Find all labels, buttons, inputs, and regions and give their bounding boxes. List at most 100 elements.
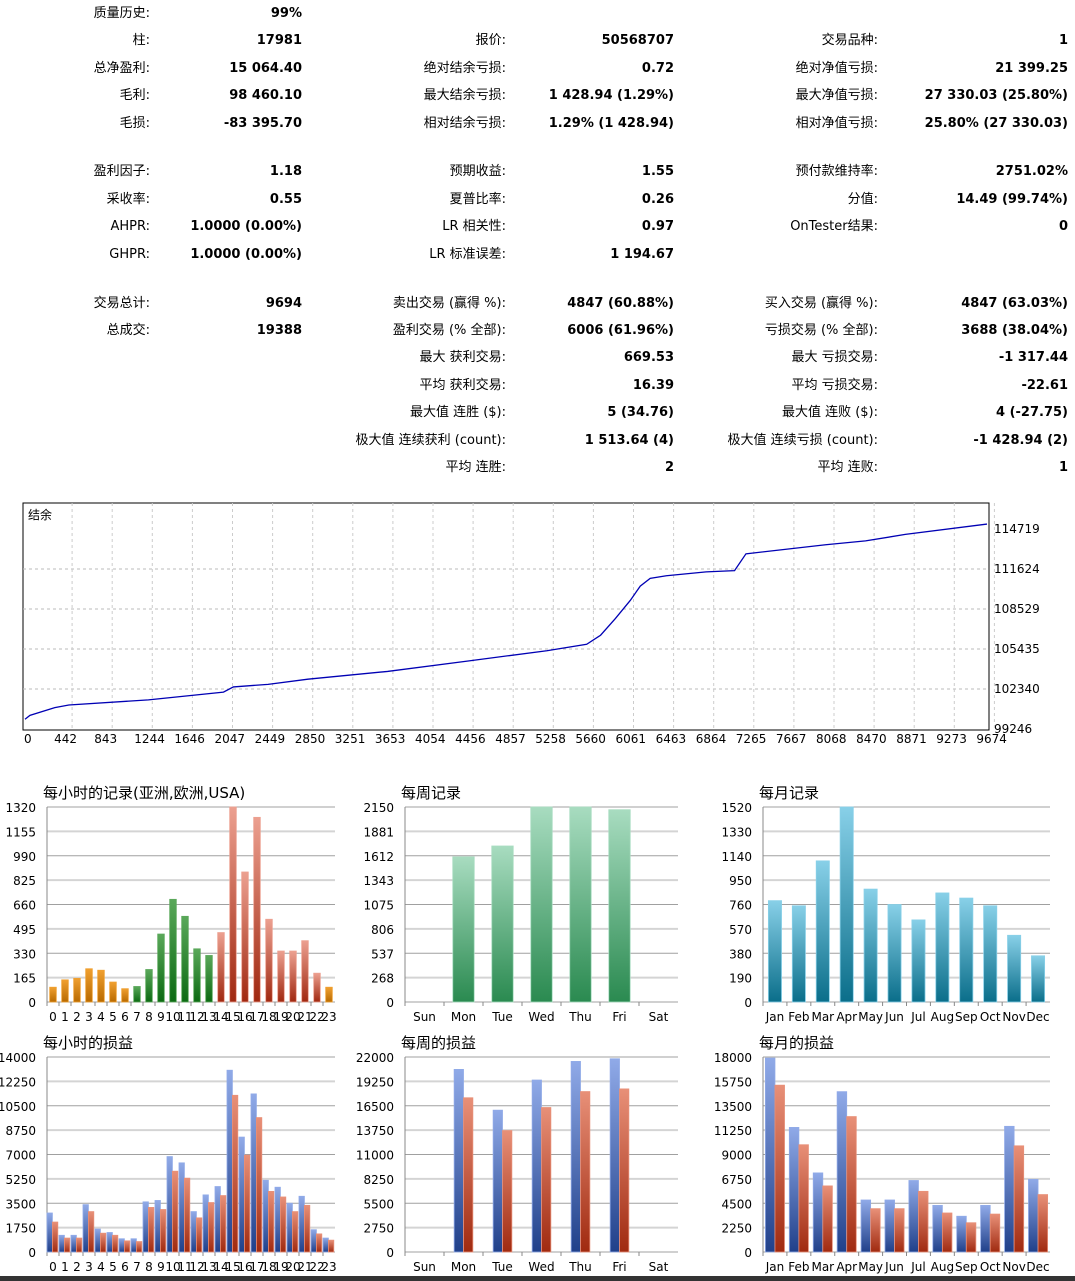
loss-bar-7 <box>135 1241 143 1253</box>
x-tick-label: 14 <box>213 1260 228 1274</box>
loss-bar-2 <box>76 1237 83 1253</box>
x-tick-label: Dec <box>1026 1260 1049 1274</box>
loss-bar-23 <box>327 1239 335 1253</box>
bar-Wed <box>530 806 553 1003</box>
bar-13 <box>205 955 213 1003</box>
loss-bar-Aug <box>941 1212 953 1253</box>
x-tick-label: Feb <box>788 1010 809 1024</box>
bar-12 <box>193 948 201 1003</box>
x-tick-label: Wed <box>528 1260 554 1274</box>
x-tick-label: 19 <box>273 1010 288 1024</box>
y-tick-label: 5250 <box>5 1173 36 1187</box>
loss-bar-Jul <box>918 1190 929 1253</box>
y-tick-label: 570 <box>729 923 752 937</box>
profit-bar-Oct <box>980 1205 991 1253</box>
y-tick-label: 0 <box>744 996 752 1010</box>
stat-label: 最大值 连胜 ($): <box>409 405 506 420</box>
profit-bar-21 <box>298 1195 305 1253</box>
profit-bar-Tue <box>492 1109 503 1253</box>
stat-value: 25.80% (27 330.03) <box>924 116 1068 131</box>
x-tick-label: 15 <box>225 1260 240 1274</box>
y-tick-label: 495 <box>13 923 36 937</box>
profit-bar-9 <box>154 1200 161 1253</box>
stat-value: 0.26 <box>641 192 674 207</box>
stat-label: 总净盈利: <box>93 61 150 76</box>
profit-bar-Jun <box>884 1199 895 1253</box>
x-tick-label: 5258 <box>535 732 566 746</box>
profit-bar-Fri <box>609 1058 620 1253</box>
y-tick-label: 18000 <box>714 1051 752 1065</box>
y-tick-label: 2150 <box>363 801 394 815</box>
y-tick-label: 13500 <box>714 1100 752 1114</box>
stat-label: 夏普比率: <box>449 192 506 207</box>
statistics-panel: 质量历史: 99% 柱: 17981 报价: 50568707 交易品种: 1 总净盈利: 15 … <box>0 0 1075 480</box>
stat-label: 亏损交易 (% 全部): <box>764 323 878 338</box>
chart-title: 每周的损益 <box>401 1034 476 1052</box>
x-tick-label: May <box>858 1260 883 1274</box>
x-tick-label: 19 <box>273 1260 288 1274</box>
x-tick-label: 7265 <box>736 732 767 746</box>
stat-label: 最大 亏损交易: <box>791 350 878 365</box>
x-tick-label: 6061 <box>616 732 647 746</box>
stat-value: -1 428.94 (2) <box>973 433 1068 448</box>
loss-bar-Tue <box>502 1130 513 1253</box>
stat-label: 平均 获利交易: <box>419 378 506 393</box>
chart-title: 每月记录 <box>759 784 819 802</box>
stat-label: 盈利因子: <box>93 164 150 179</box>
profit-bar-17 <box>250 1093 257 1253</box>
bar-7 <box>133 986 141 1003</box>
x-tick-label: Jul <box>910 1010 925 1024</box>
bar-3 <box>85 968 93 1003</box>
stat-label: 极大值 连续获利 (count): <box>355 433 506 448</box>
y-tick-label: 108529 <box>994 602 1040 616</box>
profit-bar-18 <box>262 1179 269 1253</box>
x-tick-label: Jan <box>765 1260 785 1274</box>
profit-bar-Sep <box>956 1215 967 1253</box>
x-tick-label: Tue <box>491 1260 513 1274</box>
balance-chart-frame <box>22 502 990 731</box>
y-tick-label: 7000 <box>5 1149 36 1163</box>
y-tick-label: 102340 <box>994 682 1040 696</box>
x-tick-label: Jul <box>910 1260 925 1274</box>
stat-value: 1 <box>1058 460 1068 475</box>
stat-label: 交易品种: <box>821 33 878 48</box>
stat-value: 21 399.25 <box>995 61 1068 76</box>
bar-14 <box>217 932 225 1003</box>
x-tick-label: Thu <box>568 1260 592 1274</box>
bar-11 <box>181 915 189 1003</box>
loss-bar-14 <box>219 1195 227 1253</box>
loss-bar-6 <box>124 1240 131 1253</box>
bar-21 <box>301 940 309 1003</box>
chart-title: 每月的损益 <box>759 1034 834 1052</box>
profit-bar-19 <box>274 1186 281 1253</box>
profit-bar-23 <box>322 1237 329 1253</box>
x-tick-label: 4054 <box>415 732 446 746</box>
x-tick-label: 13 <box>201 1010 216 1024</box>
y-tick-label: 1075 <box>363 899 394 913</box>
profit-bar-Aug <box>932 1205 943 1253</box>
stat-value: 2751.02% <box>995 164 1068 179</box>
stat-value: 0 <box>1058 219 1068 234</box>
bar-18 <box>265 918 273 1003</box>
profit-bar-May <box>860 1199 872 1253</box>
loss-bar-8 <box>147 1207 155 1253</box>
bar-17 <box>253 816 261 1003</box>
loss-bar-Nov <box>1013 1145 1025 1253</box>
y-tick-label: 1612 <box>363 850 394 864</box>
y-tick-label: 990 <box>13 850 36 864</box>
y-tick-label: 1140 <box>721 850 752 864</box>
stat-value: 669.53 <box>623 350 674 365</box>
x-tick-label: 23 <box>321 1260 336 1274</box>
stat-label: 平均 连胜: <box>445 460 506 475</box>
stat-value: 3688 (38.04%) <box>961 323 1068 338</box>
bar-Jan <box>767 900 782 1003</box>
stat-label: 柱: <box>132 33 150 48</box>
y-tick-label: 4500 <box>721 1197 752 1211</box>
x-tick-label: 8 <box>145 1010 153 1024</box>
bar-Nov <box>1007 934 1022 1003</box>
stat-value: 50568707 <box>601 33 674 48</box>
profit-bar-20 <box>286 1202 293 1253</box>
bottom-scrollbar[interactable] <box>0 1276 1075 1281</box>
stat-label: OnTester结果: <box>790 219 878 234</box>
profit-bar-Wed <box>531 1079 542 1253</box>
